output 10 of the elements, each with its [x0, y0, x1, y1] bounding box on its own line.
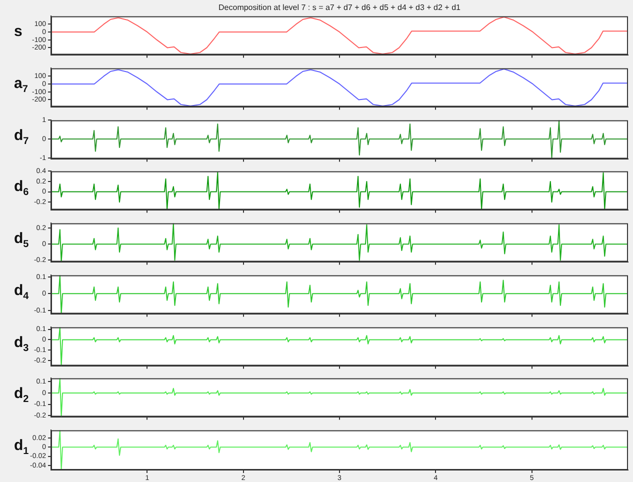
- y-axis-title: d$_{6}$: [14, 178, 29, 198]
- y-axis-title: d$_{2}$: [14, 385, 29, 406]
- y-axis-title: d$_{1}$: [14, 437, 29, 457]
- y-axis-title: d$_{5}$: [14, 230, 29, 250]
- y-axis-title: d$_{3}$: [14, 334, 29, 354]
- y-axis-title: a$_{7}$: [14, 74, 28, 95]
- y-axis-title: d$_{4}$: [14, 282, 29, 302]
- chart-title: Decomposition at level 7 : s = a7 + d7 + d6 + d5 + d4 + d3 + d2 + d1: [218, 3, 462, 12]
- y-axis-title: d$_{7}$: [14, 126, 29, 146]
- y-axis-title: s: [14, 23, 22, 40]
